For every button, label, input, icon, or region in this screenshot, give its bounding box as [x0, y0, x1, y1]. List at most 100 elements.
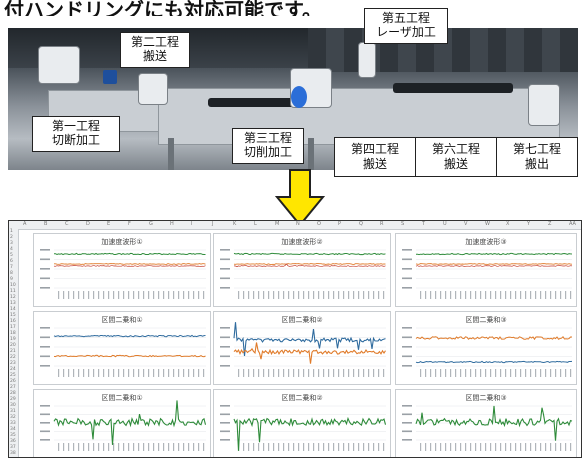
column-header[interactable]: L	[254, 221, 257, 227]
process-5-label: 第五工程 レーザ加工	[364, 8, 448, 44]
chart-title: 加速度波形②	[281, 238, 323, 246]
column-header[interactable]: S	[401, 221, 405, 227]
row-header[interactable]: 29	[10, 397, 16, 402]
column-header[interactable]: H	[170, 221, 174, 227]
column-header[interactable]: W	[485, 221, 490, 227]
chart-title: 区間二乗和③	[465, 316, 507, 324]
row-header[interactable]: 12	[10, 295, 16, 300]
column-header[interactable]: O	[317, 221, 321, 227]
header-text: 付ハンドリングにも対応可能です。	[4, 0, 322, 16]
row-header[interactable]: 28	[10, 391, 16, 396]
column-header[interactable]: Q	[359, 221, 363, 227]
process-7-label: 第七工程 搬出	[512, 142, 561, 171]
row-header[interactable]: 38	[10, 451, 16, 456]
process-4-6-7-labels: 第四工程 搬送 第六工程 搬送 第七工程 搬出	[334, 137, 578, 177]
process-4-label: 第四工程 搬送	[335, 138, 416, 176]
spreadsheet-window[interactable]: A B C D E F G H I J K L M N O P Q R S T U V W X Y Z AA 1 2 3 4 5 6 7 8 9 10…	[8, 220, 582, 458]
chart-accel-2[interactable]: 加速度波形②	[213, 233, 391, 307]
down-arrow-icon	[275, 169, 325, 227]
row-header[interactable]: 15	[10, 313, 16, 318]
column-header[interactable]: P	[338, 221, 342, 227]
row-header[interactable]: 18	[10, 331, 16, 336]
row-header[interactable]: 5	[10, 253, 13, 258]
row-header[interactable]: 24	[10, 367, 16, 372]
chart-plot	[220, 249, 386, 299]
chart-accel-3[interactable]: 加速度波形③	[395, 233, 577, 307]
row-header[interactable]: 33	[10, 421, 16, 426]
row-header[interactable]: 1	[10, 229, 13, 234]
row-header[interactable]: 21	[10, 349, 16, 354]
column-header[interactable]: N	[296, 221, 300, 227]
column-header[interactable]: F	[128, 221, 131, 227]
chart-sumsq-3[interactable]: 区間二乗和③	[395, 311, 577, 385]
row-header[interactable]: 17	[10, 325, 16, 330]
chart-sumsq-5[interactable]: 区間二乗和②	[213, 389, 391, 457]
chart-title: 区間二乗和③	[465, 394, 507, 402]
column-header[interactable]: G	[149, 221, 153, 227]
row-header[interactable]: 22	[10, 355, 16, 360]
row-header[interactable]: 9	[10, 277, 13, 282]
column-header[interactable]: T	[422, 221, 426, 227]
row-headers: 1 2 3 4 5 6 7 8 9 10 11 12 13 14 15 16 17 18 19 20 21 22 23 24 2…	[9, 229, 19, 457]
column-header[interactable]: X	[506, 221, 510, 227]
row-header[interactable]: 13	[10, 301, 16, 306]
chart-sumsq-1[interactable]: 区間二乗和①	[33, 311, 211, 385]
row-header[interactable]: 25	[10, 373, 16, 378]
process-1-label: 第一工程 切断加工	[32, 116, 120, 152]
column-header[interactable]: D	[86, 221, 90, 227]
column-header[interactable]: AA	[569, 221, 576, 227]
chart-sumsq-4[interactable]: 区間二乗和①	[33, 389, 211, 457]
row-header[interactable]: 16	[10, 319, 16, 324]
chart-title: 区間二乗和①	[101, 316, 143, 324]
row-header[interactable]: 11	[10, 289, 16, 294]
row-header[interactable]: 6	[10, 259, 13, 264]
column-header[interactable]: C	[65, 221, 69, 227]
row-header[interactable]: 32	[10, 415, 16, 420]
chart-title: 区間二乗和①	[101, 394, 143, 402]
row-header[interactable]: 23	[10, 361, 16, 366]
column-header[interactable]: B	[44, 221, 48, 227]
chart-plot	[40, 400, 207, 451]
column-header[interactable]: I	[191, 221, 193, 227]
row-header[interactable]: 37	[10, 445, 16, 450]
row-header[interactable]: 27	[10, 385, 16, 390]
column-headers: A B C D E F G H I J K L M N O P Q R S T U V W X Y Z AA	[9, 221, 581, 230]
row-header[interactable]: 2	[10, 235, 13, 240]
column-header[interactable]: V	[464, 221, 468, 227]
row-header[interactable]: 10	[10, 283, 16, 288]
row-header[interactable]: 26	[10, 379, 16, 384]
column-header[interactable]: E	[107, 221, 111, 227]
chart-plot	[402, 327, 573, 377]
row-header[interactable]: 4	[10, 247, 13, 252]
row-header[interactable]: 14	[10, 307, 16, 312]
column-header[interactable]: J	[212, 221, 214, 227]
column-header[interactable]: Y	[527, 221, 531, 227]
process-2-label: 第二工程 搬送	[120, 32, 190, 68]
column-header[interactable]: A	[23, 221, 27, 227]
chart-sumsq-6[interactable]: 区間二乗和③	[395, 389, 577, 457]
row-header[interactable]: 8	[10, 271, 13, 276]
row-header[interactable]: 3	[10, 241, 13, 246]
row-header[interactable]: 35	[10, 433, 16, 438]
chart-plot	[40, 327, 206, 377]
column-header[interactable]: K	[233, 221, 237, 227]
chart-plot	[40, 249, 206, 299]
row-header[interactable]: 36	[10, 439, 16, 444]
row-header[interactable]: 34	[10, 427, 16, 432]
row-header[interactable]: 31	[10, 409, 16, 414]
row-header[interactable]: 19	[10, 337, 16, 342]
row-header[interactable]: 20	[10, 343, 16, 348]
row-header[interactable]: 7	[10, 265, 13, 270]
chart-plot	[220, 322, 386, 377]
chart-accel-1[interactable]: 加速度波形①	[33, 233, 211, 307]
column-header[interactable]: R	[380, 221, 384, 227]
row-header[interactable]: 30	[10, 403, 16, 408]
column-header[interactable]: M	[275, 221, 280, 227]
column-header[interactable]: Z	[548, 221, 552, 227]
column-header[interactable]: U	[443, 221, 447, 227]
chart-title: 区間二乗和②	[281, 316, 323, 324]
chart-title: 加速度波形③	[465, 238, 507, 246]
chart-sumsq-2[interactable]: 区間二乗和②	[213, 311, 391, 385]
process-3-label: 第三工程 切削加工	[232, 128, 304, 164]
chart-title: 区間二乗和②	[281, 394, 323, 402]
